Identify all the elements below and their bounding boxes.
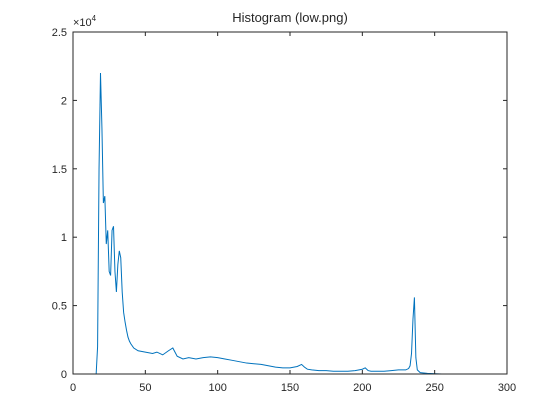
x-axis-ticks: 0 50 100 150 200 250 300 bbox=[70, 32, 516, 394]
y-tick-label: 0.5 bbox=[52, 301, 67, 313]
y-tick-label: 2 bbox=[61, 95, 67, 107]
x-tick-label: 50 bbox=[139, 382, 151, 394]
x-tick-label: 150 bbox=[281, 382, 299, 394]
y-tick-label: 2.5 bbox=[52, 27, 67, 39]
plot-area bbox=[73, 32, 507, 374]
x-tick-label: 0 bbox=[70, 382, 76, 394]
chart-title: Histogram (low.png) bbox=[232, 10, 348, 25]
x-tick-label: 250 bbox=[425, 382, 443, 394]
y-axis-ticks: 0 0.5 1 1.5 2 2.5 bbox=[52, 27, 507, 381]
y-exponent-base: ×10 bbox=[73, 17, 92, 29]
x-tick-label: 300 bbox=[498, 382, 516, 394]
y-exponent-label: ×104 bbox=[73, 14, 97, 29]
y-tick-label: 1 bbox=[61, 232, 67, 244]
y-exponent-power: 4 bbox=[92, 14, 97, 23]
y-tick-label: 0 bbox=[61, 369, 67, 381]
y-tick-label: 1.5 bbox=[52, 164, 67, 176]
x-tick-label: 200 bbox=[353, 382, 371, 394]
histogram-line-0 bbox=[73, 73, 442, 375]
x-tick-label: 100 bbox=[208, 382, 226, 394]
series-layer bbox=[73, 73, 442, 375]
